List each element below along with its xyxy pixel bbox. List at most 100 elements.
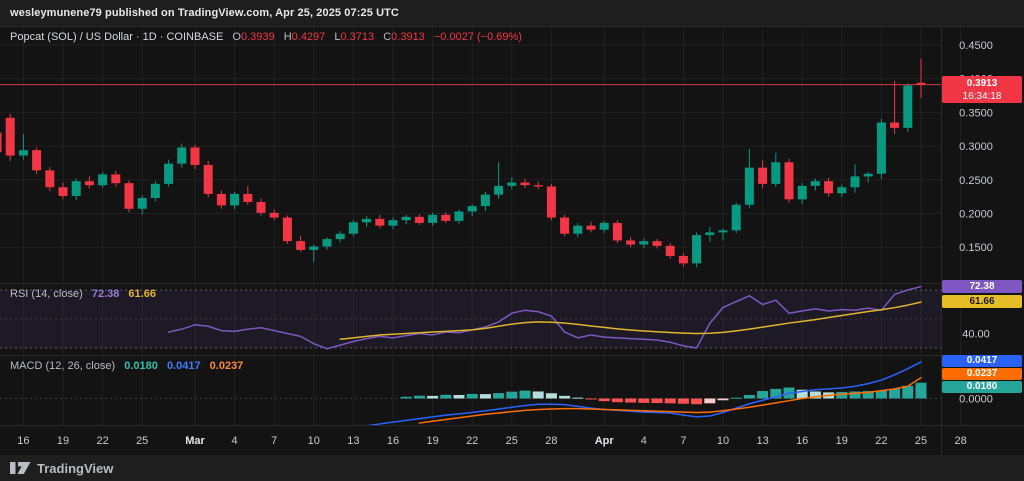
time-axis-label: 4 bbox=[232, 435, 238, 447]
rsi-label: RSI bbox=[10, 288, 29, 300]
time-axis-label: 10 bbox=[717, 435, 729, 447]
candle-body bbox=[850, 176, 860, 188]
price-axis-label: 0.4500 bbox=[959, 40, 993, 52]
macd-histogram-bar bbox=[625, 398, 637, 403]
candle-body bbox=[441, 214, 451, 221]
macd-histogram-bar bbox=[427, 395, 439, 399]
candle-body bbox=[45, 170, 55, 188]
close-label: C bbox=[383, 31, 392, 43]
time-axis-label: 25 bbox=[506, 435, 518, 447]
macd-histogram-bar bbox=[915, 382, 927, 399]
low-label: L bbox=[334, 31, 341, 43]
last-price-value: 0.3913 bbox=[966, 78, 998, 89]
time-axis-label: 19 bbox=[57, 435, 69, 447]
macd-line-badge: 0.0417 bbox=[942, 355, 1022, 367]
macd-histogram-bar bbox=[413, 395, 425, 399]
candle-body bbox=[797, 185, 807, 200]
time-axis-label: 13 bbox=[756, 435, 768, 447]
candle-body bbox=[256, 202, 266, 213]
macd-histogram-bar bbox=[532, 391, 544, 399]
rsi-value-badge: 72.38 bbox=[942, 280, 1022, 293]
candle-body bbox=[230, 193, 240, 206]
macd-histogram-bar bbox=[902, 385, 914, 399]
candle-body bbox=[401, 216, 411, 221]
macd-histogram-bar bbox=[400, 396, 412, 399]
candle-body bbox=[824, 181, 834, 194]
macd-histogram-bar bbox=[611, 398, 623, 403]
high-value: 0.4297 bbox=[291, 31, 326, 43]
candle-body bbox=[771, 162, 781, 184]
candle-body bbox=[98, 174, 108, 186]
time-axis-label: 4 bbox=[641, 435, 647, 447]
candle-body bbox=[744, 167, 754, 205]
time-axis-label: 28 bbox=[545, 435, 557, 447]
macd-params: (12, 26, close) bbox=[45, 360, 116, 372]
time-axis-label: 13 bbox=[347, 435, 359, 447]
candle-body bbox=[362, 218, 372, 223]
candle-body bbox=[282, 217, 292, 242]
candle-body bbox=[533, 185, 543, 187]
change-value: −0.0027 (−0.69%) bbox=[433, 31, 522, 43]
candle-body bbox=[84, 181, 94, 186]
candle-body bbox=[639, 241, 649, 245]
candle-body bbox=[137, 197, 147, 209]
candle-body bbox=[731, 204, 741, 231]
candle-body bbox=[652, 241, 662, 246]
candle-body bbox=[32, 150, 42, 171]
last-price-badge: 0.3913 16:34:18 bbox=[942, 76, 1022, 103]
candle-body bbox=[612, 222, 622, 241]
candle-body bbox=[467, 206, 477, 212]
macd-histogram-bar bbox=[862, 391, 874, 399]
candle-body bbox=[0, 132, 2, 153]
candle-body bbox=[837, 187, 847, 194]
candle-body bbox=[190, 147, 200, 165]
candle-body bbox=[890, 122, 900, 128]
candle-body bbox=[678, 255, 688, 264]
price-axis-label: 0.2500 bbox=[959, 175, 993, 187]
candle-body bbox=[5, 117, 15, 156]
rsi-current-value: 72.38 bbox=[91, 288, 120, 300]
macd-signal-line bbox=[418, 376, 922, 424]
macd-histogram-bar bbox=[889, 388, 901, 399]
time-axis-label: 19 bbox=[426, 435, 438, 447]
candle-body bbox=[560, 217, 570, 234]
candle-body bbox=[18, 150, 28, 156]
time-axis-label: 22 bbox=[466, 435, 478, 447]
macd-histogram-bar bbox=[849, 391, 861, 399]
macd-histogram-bar bbox=[545, 393, 557, 399]
macd-signal-current: 0.0237 bbox=[209, 360, 244, 372]
macd-histogram-bar bbox=[519, 390, 531, 399]
candle-body bbox=[177, 147, 187, 164]
macd-histogram-bar bbox=[796, 389, 808, 399]
macd-histogram-bar bbox=[691, 398, 703, 405]
macd-histogram-bar bbox=[598, 398, 610, 402]
macd-histogram-bar bbox=[717, 398, 729, 401]
rsi-band bbox=[0, 290, 941, 348]
candle-body bbox=[692, 235, 702, 264]
candle-body bbox=[335, 233, 345, 240]
tradingview-brand-link[interactable]: TradingView bbox=[37, 460, 114, 476]
low-value: 0.3713 bbox=[340, 31, 375, 43]
macd-histogram-bar bbox=[453, 394, 465, 399]
macd-histogram-bar bbox=[664, 398, 676, 404]
candle-body bbox=[494, 185, 504, 195]
bar-countdown: 16:34:18 bbox=[962, 91, 1002, 102]
time-axis-label: 22 bbox=[875, 435, 887, 447]
candle-body bbox=[863, 173, 873, 177]
macd-histogram-bar bbox=[875, 390, 887, 399]
time-axis-label: 16 bbox=[796, 435, 808, 447]
candle-body bbox=[784, 162, 794, 200]
candle-body bbox=[626, 240, 636, 245]
candle-body bbox=[243, 193, 253, 203]
macd-histogram-bar bbox=[466, 393, 478, 399]
time-axis-label: 19 bbox=[836, 435, 848, 447]
time-axis-label: 16 bbox=[17, 435, 29, 447]
time-axis-label: 25 bbox=[915, 435, 927, 447]
time-axis-label: Mar bbox=[185, 435, 205, 447]
candle-body bbox=[150, 183, 160, 198]
candle-body bbox=[810, 181, 820, 186]
time-axis-label: 7 bbox=[271, 435, 277, 447]
time-axis-label: 28 bbox=[954, 435, 966, 447]
